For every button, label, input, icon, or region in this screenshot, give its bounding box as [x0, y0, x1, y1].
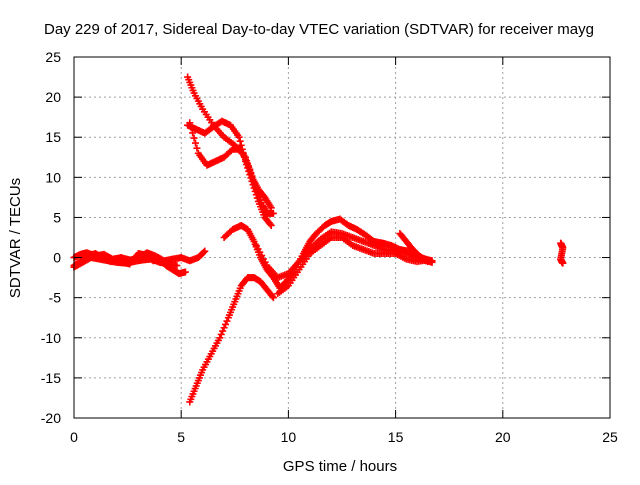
data-point [200, 248, 208, 256]
data-point [239, 149, 247, 157]
data-point [222, 320, 230, 328]
x-tick-label: 20 [495, 429, 511, 445]
data-point [220, 324, 228, 332]
series-arc-near-zero-c [70, 254, 181, 271]
data-point [266, 220, 274, 228]
data-point [249, 175, 257, 183]
axis-ticks [73, 56, 611, 419]
data-point [189, 129, 197, 137]
data-point [251, 182, 259, 190]
y-tick-label: 25 [45, 49, 61, 65]
data-point [268, 292, 276, 300]
x-tick-label: 15 [388, 429, 404, 445]
y-tick-label: 10 [45, 169, 61, 185]
data-point [246, 165, 254, 173]
data-point [250, 179, 258, 187]
data-point [269, 294, 277, 302]
data-point [237, 145, 245, 153]
data-point [267, 221, 275, 229]
data-point [201, 247, 209, 255]
data-point [217, 330, 225, 338]
grid-lines [74, 57, 610, 418]
y-tick-label: -5 [49, 290, 62, 306]
data-point [190, 134, 198, 142]
data-point [173, 262, 181, 270]
x-tick-labels: 0 5 10 15 20 25 [70, 429, 618, 445]
data-point [559, 259, 567, 267]
y-tick-label: 0 [53, 250, 61, 266]
series-arc-late-upper [396, 229, 436, 266]
y-tick-label: 15 [45, 129, 61, 145]
y-tick-label: -10 [41, 330, 61, 346]
x-tick-label: 25 [602, 429, 618, 445]
data-point [269, 209, 277, 217]
data-point [216, 334, 224, 342]
data-point [235, 133, 243, 141]
data-point [187, 124, 195, 132]
data-point [247, 169, 255, 177]
y-tick-label: 5 [53, 209, 61, 225]
series-arc-late-22h [557, 239, 567, 267]
data-point [428, 258, 436, 266]
data-point [219, 327, 227, 335]
x-tick-label: 0 [70, 429, 78, 445]
series-arc-bottom-rise [186, 274, 277, 406]
y-tick-label: -15 [41, 370, 61, 386]
y-axis-title: SDTVAR / TECUs [7, 178, 24, 298]
y-tick-label: -20 [41, 410, 61, 426]
data-point [191, 139, 199, 147]
data-series [70, 73, 567, 406]
y-tick-labels: -20 -15 -10 -5 0 5 10 15 20 25 [41, 49, 61, 426]
data-point [248, 172, 256, 180]
data-point [181, 268, 189, 276]
data-point [244, 162, 252, 170]
data-point [243, 159, 251, 167]
plot-frame [73, 56, 611, 419]
data-point [223, 317, 231, 325]
data-point [193, 144, 201, 152]
chart-title: Day 229 of 2017, Sidereal Day-to-day VTE… [44, 21, 594, 38]
series-arc-mid-loop [186, 119, 277, 217]
x-tick-label: 10 [281, 429, 297, 445]
data-point [186, 119, 194, 127]
data-point [236, 137, 244, 145]
data-point [242, 155, 250, 163]
x-axis-title: GPS time / hours [283, 458, 397, 475]
y-tick-label: 20 [45, 89, 61, 105]
data-point [240, 152, 248, 160]
x-tick-label: 5 [177, 429, 185, 445]
